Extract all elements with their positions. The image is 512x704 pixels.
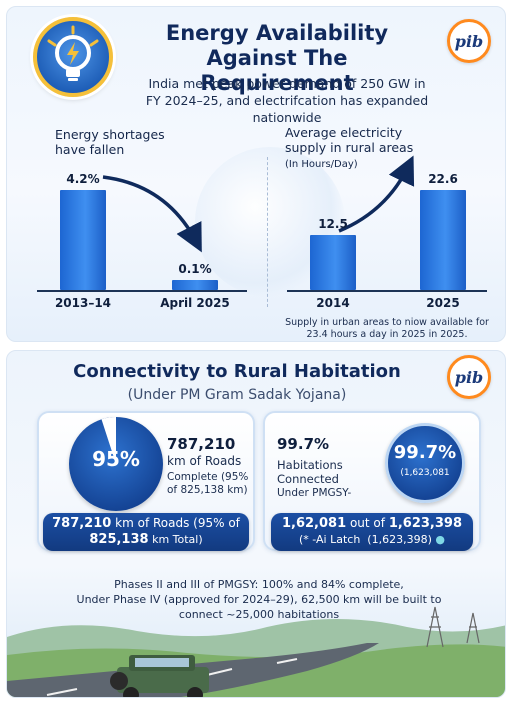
category-label-2013-14: 2013–14 — [54, 296, 112, 310]
panel-title: Energy Availability Against The Requirem… — [165, 21, 389, 95]
roads-km-label: km of Roads — [167, 454, 242, 468]
pib-logo: pib — [447, 19, 491, 63]
connected-label: Connected — [277, 472, 339, 486]
right-chart-axis — [287, 290, 487, 292]
left-chart-axis — [37, 290, 247, 292]
pmgsy-phase-note: Phases II and III of PMGSY: 100% and 84%… — [76, 578, 442, 621]
roads-pie-percent: 95% — [92, 447, 140, 471]
roads-total-label: of 825,138 km) — [167, 484, 248, 496]
rural-supply-chart-label: Average electricity supply in rural area… — [285, 125, 414, 155]
pib-logo: pib — [447, 355, 491, 399]
roads-card: 95% 787,210 km of Roads Complete (95% of… — [37, 411, 255, 551]
category-label-2025: 2025 — [426, 296, 460, 310]
habitations-summary-pill: 1,62,081 out of 1,623,398 (* -Ai Latch (… — [271, 513, 473, 551]
roads-complete-label: Complete (95% — [167, 471, 249, 483]
panel-subtitle: (Under PM Gram Sadak Yojana) — [127, 387, 347, 403]
value-label-2014: 12.5 — [318, 216, 348, 231]
bar-2025 — [420, 190, 466, 290]
habitations-circle-percent: 99.7% — [393, 442, 457, 463]
bar-april-2025 — [172, 280, 218, 290]
down-arrow — [102, 175, 202, 253]
chart-divider — [267, 157, 268, 307]
value-label-2013-14: 4.2% — [66, 172, 100, 186]
roads-summary-pill: 787,210 km of Roads (95% of 825,138 km T… — [43, 513, 249, 551]
panel-subtitle: India met peak power demand of 250 GW in… — [145, 76, 429, 125]
bar-2013-14 — [60, 190, 106, 290]
habitations-circle-count: (1,623,081 — [400, 468, 450, 478]
jeep-icon — [110, 655, 209, 697]
info-dot-icon: ● — [435, 533, 445, 546]
bar-2014 — [310, 234, 356, 290]
habitations-label: Habitations — [277, 458, 343, 472]
urban-supply-note: Supply in urban areas to niow available … — [285, 317, 489, 340]
shortage-chart-label: Energy shortages have fallen — [55, 127, 165, 157]
under-pmgsy-label: Under PMGSY- — [277, 487, 352, 499]
habitations-percent: 99.7% — [277, 435, 330, 453]
lightbulb-icon — [33, 17, 113, 97]
panel-title: Connectivity to Rural Habitation — [73, 361, 401, 382]
rural-road-illustration — [7, 606, 505, 697]
value-label-2025: 22.6 — [428, 172, 458, 186]
rural-supply-unit: (In Hours/Day) — [285, 159, 358, 170]
roads-km-value: 787,210 — [167, 435, 236, 453]
energy-panel: pib Energy Availability Against The Requ… — [6, 6, 506, 342]
category-label-april-2025: April 2025 — [160, 296, 230, 310]
connectivity-panel: pib Connectivity to Rural Habitation (Un… — [6, 350, 506, 698]
pie-remaining-slice — [101, 417, 116, 464]
habitations-circle: 99.7% (1,623,081 — [385, 423, 465, 503]
roads-pie: 95% — [69, 417, 163, 511]
power-tower-icon — [426, 606, 480, 648]
habitations-card: 99.7% Habitations Connected Under PMGSY-… — [263, 411, 481, 551]
value-label-april-2025: 0.1% — [178, 262, 212, 276]
category-label-2014: 2014 — [316, 296, 350, 310]
